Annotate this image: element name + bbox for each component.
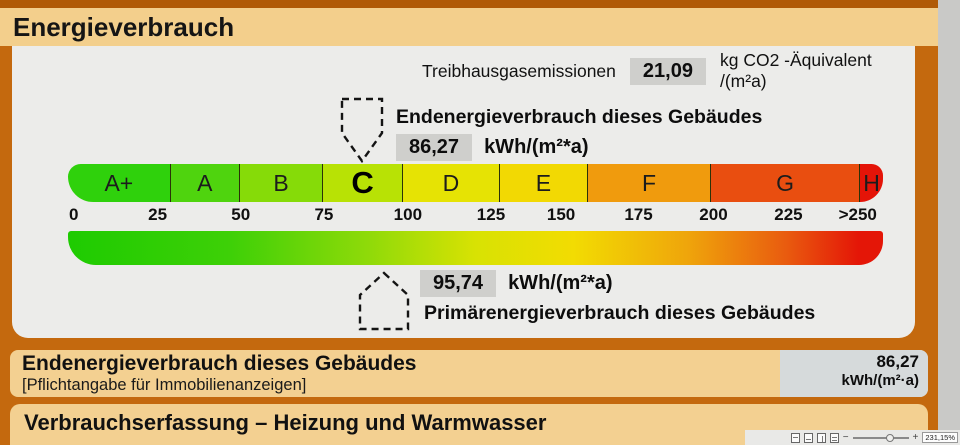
greenhouse-gas-value: 21,09 xyxy=(629,57,706,85)
final-energy-summary-bar: Endenergieverbrauch dieses Gebäudes [Pfl… xyxy=(10,350,928,397)
viewer-status-bar: − + 231,15% xyxy=(745,430,960,445)
next-section-header-bar: Verbrauchserfassung – Heizung und Warmwa… xyxy=(10,404,928,445)
zoom-percentage[interactable]: 231,15% xyxy=(922,432,958,443)
greenhouse-gas-label: Treibhausgasemissionen xyxy=(422,60,616,81)
energy-class-c: C xyxy=(323,164,403,202)
scale-gradient-band xyxy=(68,231,883,265)
zoom-slider-thumb[interactable] xyxy=(886,433,895,442)
scale-tick-labels: 0 25 50 75 100 125 150 175 200 225 >250 xyxy=(68,202,883,231)
view-mode-grid-icon[interactable] xyxy=(829,432,839,443)
zoom-slider[interactable] xyxy=(852,433,909,442)
scale-tick-75: 75 xyxy=(314,205,334,224)
zoom-in-button[interactable]: + xyxy=(912,431,919,443)
primary-energy-marker-arrow-icon xyxy=(358,271,410,331)
final-energy-value: 86,27 xyxy=(396,134,473,161)
scale-tick-125: 125 xyxy=(476,205,506,224)
summary-subtitle: [Pflichtangabe für Immobilienanzeigen] xyxy=(22,376,307,394)
zoom-out-button[interactable]: − xyxy=(842,431,849,443)
primary-energy-value-row: 95,74 kWh/(m²*a) xyxy=(420,270,613,297)
certificate-body: Treibhausgasemissionen 21,09 kg CO2 -Äqu… xyxy=(12,46,915,338)
final-energy-marker-arrow-icon xyxy=(340,97,384,164)
scale-tick-50: 50 xyxy=(231,205,251,224)
energy-efficiency-scale: A+ A B C D E F G H 0 25 50 75 100 125 150 175 200 225 >250 xyxy=(68,164,883,265)
view-mode-two-page-icon[interactable] xyxy=(816,432,826,443)
energy-class-a: A xyxy=(170,164,240,202)
scale-tick-225: 225 xyxy=(774,205,803,224)
scale-tick-gt250: >250 xyxy=(838,205,877,224)
energy-class-e: E xyxy=(499,164,588,202)
summary-value: 86,27 xyxy=(876,352,919,371)
energy-class-g: G xyxy=(711,164,861,202)
energy-class-d: D xyxy=(402,164,500,202)
scale-tick-0: 0 xyxy=(68,205,79,224)
scale-tick-100: 100 xyxy=(393,205,423,224)
final-energy-unit: kWh/(m²*a) xyxy=(484,136,589,158)
primary-energy-unit: kWh/(m²*a) xyxy=(508,272,613,294)
energy-class-a+: A+ xyxy=(68,164,171,202)
scale-tick-25: 25 xyxy=(148,205,168,224)
scale-tick-200: 200 xyxy=(699,205,728,224)
view-mode-continuous-icon[interactable] xyxy=(803,432,813,443)
final-energy-label: Endenergieverbrauch dieses Gebäudes xyxy=(396,106,763,128)
scale-tick-175: 175 xyxy=(624,205,653,224)
viewer-right-margin xyxy=(938,0,960,445)
top-orange-strip xyxy=(0,0,938,8)
summary-unit: kWh/(m²·a) xyxy=(841,372,920,389)
primary-energy-value: 95,74 xyxy=(420,270,497,297)
greenhouse-gas-row: Treibhausgasemissionen 21,09 kg CO2 -Äqu… xyxy=(422,50,915,91)
energy-class-band: A+ A B C D E F G H xyxy=(68,164,883,202)
section-header-bar: Energieverbrauch xyxy=(0,8,938,46)
energy-certificate-page: Energieverbrauch Treibhausgasemissionen … xyxy=(0,0,938,445)
energy-class-f: F xyxy=(587,164,711,202)
summary-title: Endenergieverbrauch dieses Gebäudes xyxy=(22,352,417,375)
view-mode-single-page-icon[interactable] xyxy=(790,432,800,443)
energy-class-b: B xyxy=(239,164,324,202)
scale-tick-150: 150 xyxy=(546,205,576,224)
summary-value-box: 86,27 kWh/(m²·a) xyxy=(780,350,928,397)
next-section-title: Verbrauchserfassung – Heizung und Warmwa… xyxy=(24,410,547,435)
primary-energy-label: Primärenergieverbrauch dieses Gebäudes xyxy=(424,302,816,324)
summary-text: Endenergieverbrauch dieses Gebäudes [Pfl… xyxy=(22,352,417,395)
greenhouse-gas-unit: kg CO2 -Äquivalent /(m²a) xyxy=(719,50,872,91)
energy-class-h: H xyxy=(860,164,883,202)
page-title: Energieverbrauch xyxy=(13,11,235,42)
final-energy-value-row: 86,27 kWh/(m²*a) xyxy=(396,134,589,161)
